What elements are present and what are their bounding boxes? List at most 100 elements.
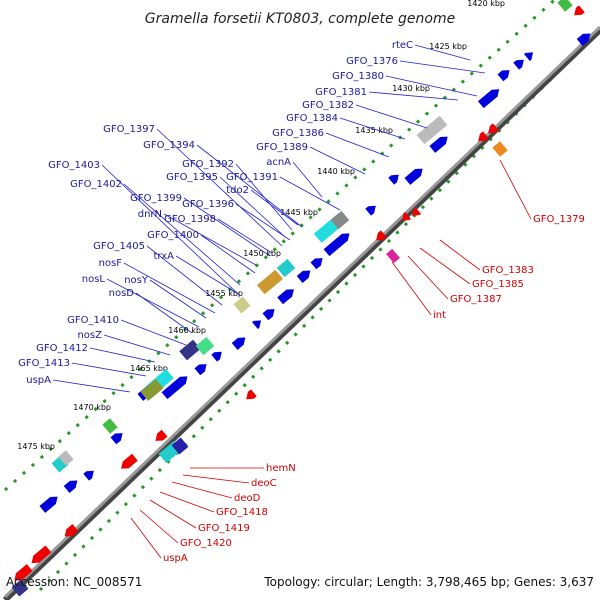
- forward-gene-arrow: [497, 70, 510, 82]
- forward-gene-arrow: [83, 470, 94, 481]
- reverse-gene-label: GFO_1387: [450, 294, 502, 305]
- reverse-leader-line: [499, 159, 532, 220]
- forward-leader-lines: [52, 44, 486, 393]
- reverse-gene-label: deoD: [234, 493, 261, 504]
- forward-gene-label: GFO_1398: [164, 214, 216, 225]
- forward-gene-label: GFO_1392: [182, 159, 234, 170]
- forward-gene-labels: rteC GFO_1376 GFO_1380 GFO_1381 GFO_1382 GFO_…: [18, 40, 413, 386]
- gene-block: [140, 378, 164, 402]
- forward-leader-line: [123, 183, 241, 286]
- forward-gene-arrow: [211, 351, 222, 362]
- forward-leader-line: [235, 203, 291, 241]
- forward-gene-label: GFO_1403: [48, 160, 100, 171]
- forward-gene-arrow: [110, 433, 123, 445]
- forward-gene-arrow: [161, 376, 188, 400]
- forward-leader-line: [163, 213, 257, 266]
- forward-gene-arrow: [39, 496, 58, 513]
- forward-leader-line: [175, 255, 241, 296]
- forward-leader-line: [101, 164, 237, 293]
- forward-leader-line: [339, 117, 406, 140]
- kbp-tick-label: 1455 kbp: [205, 289, 243, 298]
- kbp-tick-label: 1420 kbp: [467, 0, 505, 8]
- forward-gene-arrow: [323, 233, 350, 257]
- reverse-gene-label: deoC: [251, 478, 277, 489]
- reverse-gene-label: GFO_1385: [472, 279, 524, 290]
- forward-gene-label: GFO_1400: [147, 230, 199, 241]
- forward-leader-line: [200, 234, 256, 274]
- forward-leader-line: [71, 362, 147, 377]
- forward-gene-label: GFO_1413: [18, 358, 70, 369]
- reverse-leader-line: [159, 491, 215, 513]
- gene-block: [330, 210, 350, 230]
- forward-gene-label: GFO_1386: [272, 128, 324, 139]
- forward-leader-line: [89, 347, 156, 363]
- gene-block: [58, 450, 74, 466]
- forward-gene-label: uspA: [26, 375, 51, 386]
- reverse-gene-arrow: [488, 123, 499, 134]
- reverse-gene-arrow: [121, 453, 138, 469]
- forward-leader-line: [196, 144, 303, 228]
- forward-gene-label: GFO_1382: [302, 100, 354, 111]
- reverse-gene-label: GFO_1418: [216, 507, 268, 518]
- forward-gene-label: dnrN: [138, 209, 162, 220]
- forward-gene-arrow: [388, 174, 399, 185]
- forward-gene-arrow: [296, 270, 311, 283]
- reverse-gene-arrow: [64, 524, 79, 537]
- forward-gene-label: tdo2: [226, 185, 249, 196]
- accession-text: Accession: NC_008571: [6, 575, 142, 589]
- reverse-gene-arrow: [246, 389, 257, 400]
- kbp-tick-label: 1435 kbp: [355, 126, 393, 135]
- kbp-tick-label: 1465 kbp: [130, 364, 168, 373]
- dotted-rings: [4, 0, 600, 592]
- forward-gene-arrow: [576, 33, 591, 46]
- forward-leader-line: [183, 197, 271, 257]
- reverse-leader-line: [391, 261, 432, 316]
- forward-leader-line: [309, 146, 366, 175]
- forward-gene-label: GFO_1402: [70, 179, 122, 190]
- gene-block: [557, 0, 573, 12]
- forward-leader-line: [325, 132, 390, 158]
- topology-text: Topology: circular; Length: 3,798,465 bp…: [263, 575, 594, 589]
- gene-block: [233, 296, 251, 314]
- reverse-gene-label: GFO_1379: [533, 214, 585, 225]
- forward-gene-arrow: [429, 136, 448, 153]
- forward-gene-arrow: [310, 258, 323, 270]
- forward-gene-label: GFO_1412: [36, 343, 88, 354]
- forward-gene-label: GFO_1384: [286, 113, 338, 124]
- reverse-gene-arrow: [31, 545, 52, 564]
- forward-gene-arrow: [524, 52, 534, 62]
- reverse-gene-label: hemN: [266, 463, 296, 474]
- forward-leader-line: [414, 44, 471, 61]
- forward-leader-line: [250, 189, 299, 226]
- forward-leader-line: [135, 292, 193, 334]
- forward-gene-label: GFO_1396: [182, 199, 234, 210]
- forward-gene-arrow: [513, 59, 524, 70]
- reverse-gene-arrow: [155, 429, 168, 441]
- reverse-leader-line: [130, 517, 162, 559]
- kbp-tick-label: 1475 kbp: [17, 442, 55, 451]
- reverse-gene-label: GFO_1420: [180, 538, 232, 549]
- map-title: Gramella forsetii KT0803, complete genom…: [145, 11, 455, 27]
- forward-leader-line: [120, 319, 187, 346]
- forward-leader-line: [368, 91, 459, 101]
- kbp-tick-label: 1440 kbp: [317, 167, 355, 176]
- forward-gene-label: nosY: [124, 275, 149, 286]
- forward-leader-line: [146, 245, 223, 306]
- gene-block: [416, 115, 448, 145]
- reverse-gene-arrow: [411, 206, 421, 216]
- gene-block: [171, 437, 189, 455]
- forward-gene-arrow: [404, 168, 423, 185]
- reverse-leader-lines: [130, 159, 532, 559]
- reverse-gene-arrow: [376, 230, 387, 241]
- forward-leader-line: [149, 279, 207, 319]
- forward-leader-line: [156, 128, 283, 247]
- forward-gene-arrow: [63, 480, 78, 493]
- backbone-shadow: [2, 27, 600, 600]
- forward-gene-label: GFO_1395: [166, 172, 218, 183]
- forward-leader-line: [292, 161, 323, 198]
- forward-leader-line: [219, 176, 286, 238]
- reverse-leader-line: [182, 474, 250, 484]
- reverse-leader-line: [149, 499, 197, 529]
